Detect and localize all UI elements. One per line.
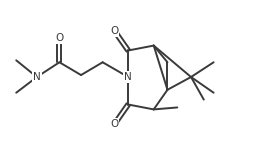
Text: N: N	[33, 72, 41, 82]
Text: N: N	[124, 72, 132, 82]
Text: O: O	[55, 33, 63, 43]
Text: O: O	[110, 26, 119, 36]
Text: O: O	[110, 119, 119, 129]
